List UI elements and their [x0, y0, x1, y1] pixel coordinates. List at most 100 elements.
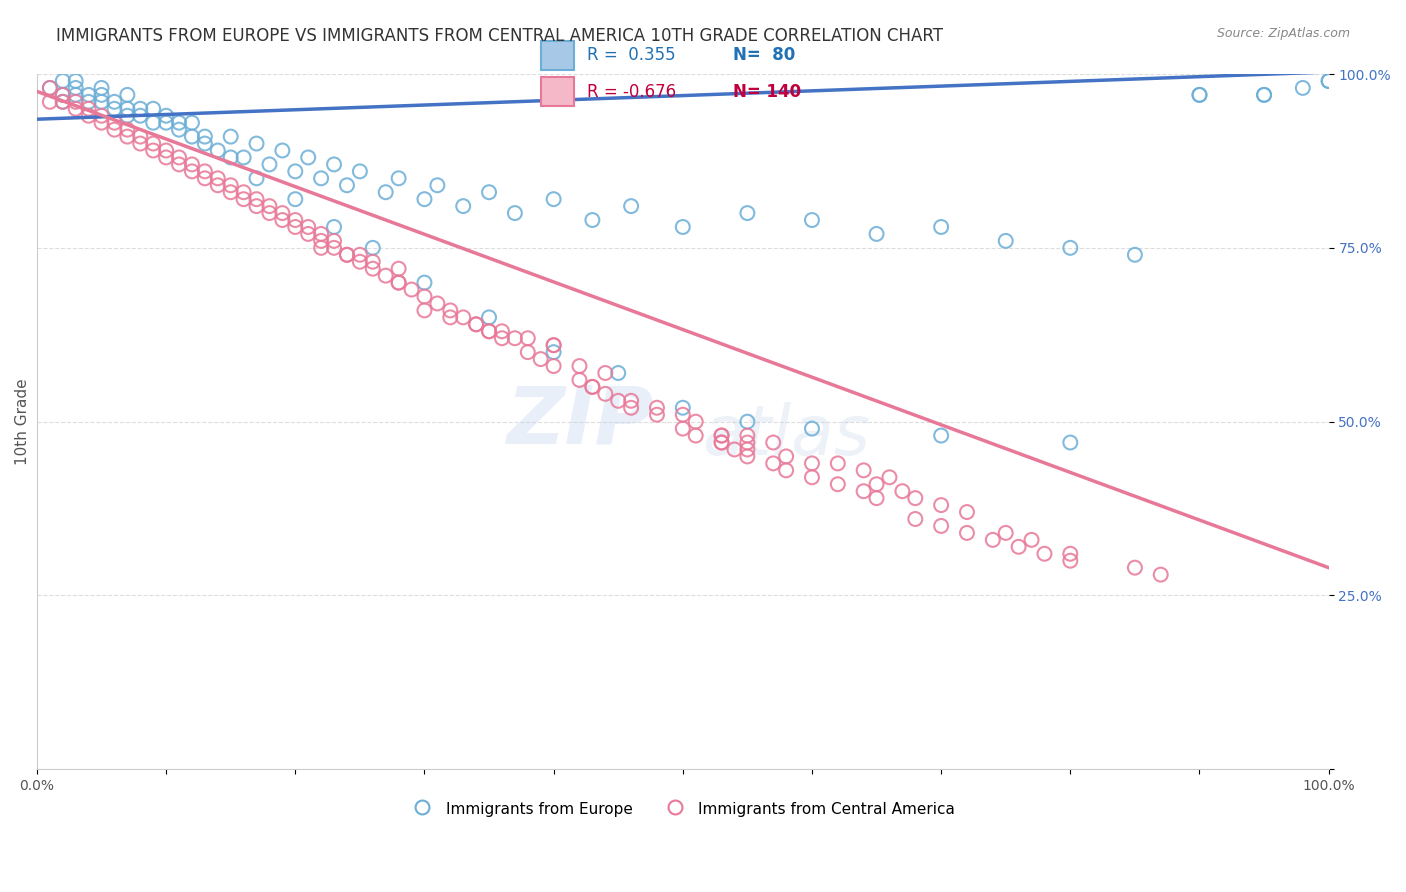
Point	[103, 102, 125, 116]
Point	[595, 366, 617, 380]
Point	[465, 318, 488, 332]
Point	[672, 422, 695, 436]
Point	[1033, 547, 1056, 561]
Point	[543, 359, 565, 373]
Point	[219, 178, 242, 193]
Point	[155, 151, 177, 165]
Point	[129, 129, 152, 144]
Point	[1007, 540, 1029, 554]
Point	[65, 102, 87, 116]
Point	[929, 498, 952, 512]
Text: N= 140: N= 140	[733, 83, 800, 101]
Point	[181, 164, 204, 178]
Point	[245, 199, 267, 213]
Point	[491, 324, 513, 338]
Point	[801, 456, 824, 470]
Point	[323, 234, 346, 248]
Point	[491, 331, 513, 345]
Point	[595, 387, 617, 401]
Point	[439, 310, 461, 325]
Point	[543, 338, 565, 352]
Point	[207, 171, 229, 186]
Point	[1021, 533, 1043, 547]
Point	[1059, 554, 1081, 568]
Point	[543, 192, 565, 206]
Point	[219, 151, 242, 165]
Point	[103, 116, 125, 130]
Point	[129, 109, 152, 123]
Point	[167, 116, 190, 130]
Point	[245, 171, 267, 186]
Point	[349, 248, 371, 262]
Point	[865, 227, 887, 241]
Point	[929, 519, 952, 533]
Point	[52, 74, 75, 88]
Text: R =  0.355: R = 0.355	[588, 46, 676, 64]
Point	[388, 171, 411, 186]
Point	[284, 192, 307, 206]
Point	[90, 109, 112, 123]
Point	[297, 227, 319, 241]
Point	[1150, 567, 1173, 582]
Point	[620, 401, 643, 415]
Point	[465, 318, 488, 332]
Point	[723, 442, 745, 457]
Point	[194, 171, 217, 186]
Point	[710, 435, 733, 450]
Point	[1059, 241, 1081, 255]
Point	[516, 331, 538, 345]
Point	[284, 213, 307, 227]
Point	[994, 525, 1017, 540]
Point	[413, 289, 436, 303]
Point	[1059, 435, 1081, 450]
Point	[543, 338, 565, 352]
Point	[426, 178, 449, 193]
Text: ZIP: ZIP	[506, 383, 654, 460]
Point	[349, 164, 371, 178]
Point	[852, 484, 875, 499]
Point	[167, 151, 190, 165]
Point	[865, 477, 887, 491]
Point	[219, 129, 242, 144]
Point	[543, 345, 565, 359]
Point	[904, 491, 927, 505]
Point	[672, 408, 695, 422]
Point	[1188, 87, 1211, 102]
Point	[530, 352, 553, 367]
Point	[361, 241, 384, 255]
Point	[219, 185, 242, 199]
Point	[117, 87, 139, 102]
Point	[336, 248, 359, 262]
Text: N=  80: N= 80	[733, 46, 794, 64]
Point	[956, 505, 979, 519]
Point	[232, 185, 254, 199]
Point	[451, 310, 474, 325]
Point	[155, 109, 177, 123]
Point	[194, 136, 217, 151]
Point	[194, 129, 217, 144]
Point	[232, 192, 254, 206]
Point	[309, 234, 332, 248]
Point	[77, 95, 100, 109]
Point	[388, 261, 411, 276]
Point	[117, 102, 139, 116]
Point	[103, 122, 125, 136]
Point	[167, 157, 190, 171]
Point	[361, 261, 384, 276]
Point	[401, 283, 423, 297]
Point	[52, 95, 75, 109]
Point	[1253, 87, 1275, 102]
Point	[413, 192, 436, 206]
Point	[879, 470, 901, 484]
Point	[607, 393, 630, 408]
Point	[388, 276, 411, 290]
Point	[181, 129, 204, 144]
Text: atlas: atlas	[702, 402, 870, 469]
Point	[710, 435, 733, 450]
Point	[1317, 74, 1340, 88]
Point	[775, 463, 797, 477]
Point	[1123, 248, 1146, 262]
Point	[981, 533, 1004, 547]
Point	[181, 157, 204, 171]
Point	[478, 324, 501, 338]
